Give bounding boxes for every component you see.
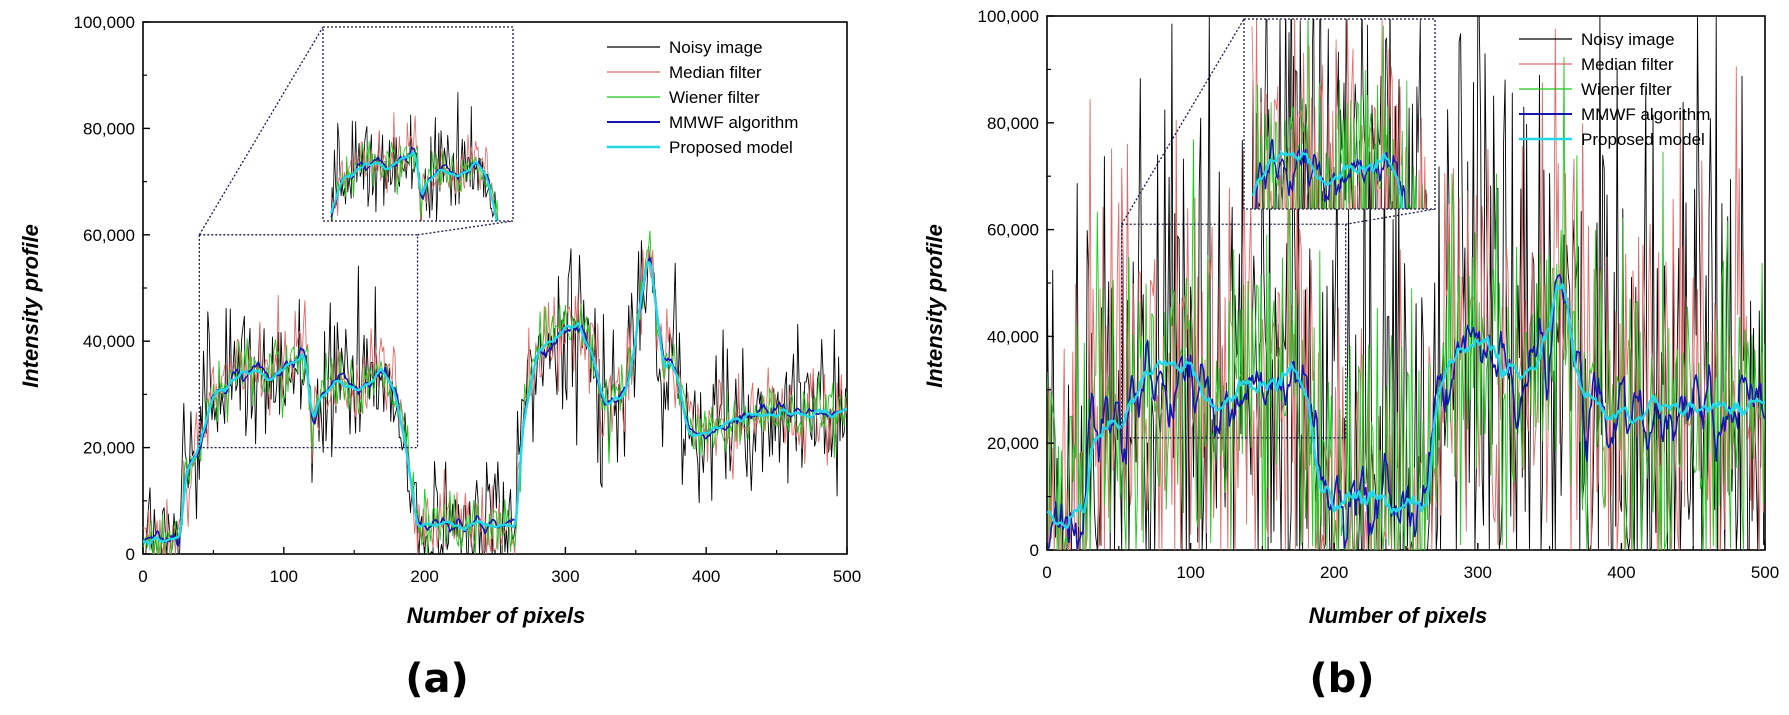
chart-panel-a: 0 100 200 300 400 500 0 20,000 40,000 60,000 80,00… — [18, 13, 861, 628]
series-line-median-filter — [1047, 28, 1765, 550]
x-tick-label: 200 — [1320, 563, 1348, 582]
x-tick-label: 400 — [1607, 563, 1635, 582]
x-tick-label: 100 — [270, 567, 298, 586]
y-tick-label: 20,000 — [987, 434, 1039, 453]
y-tick-label: 0 — [126, 545, 135, 564]
x-tick-label: 300 — [1464, 563, 1492, 582]
series-group — [143, 230, 847, 554]
series-line-proposed-model — [1047, 282, 1765, 530]
y-tick-label: 20,000 — [83, 439, 135, 458]
y-tick-label: 80,000 — [987, 114, 1039, 133]
legend-label: MMWF algorithm — [669, 113, 798, 132]
y-tick-label: 100,000 — [74, 13, 135, 32]
y-tick-label: 0 — [1030, 541, 1039, 560]
legend-label: Noisy image — [669, 38, 763, 57]
y-tick-label: 40,000 — [83, 332, 135, 351]
series-line-mmwf-algorithm — [1047, 274, 1765, 550]
y-tick-label: 80,000 — [83, 119, 135, 138]
series-line-wiener-filter — [1047, 56, 1765, 550]
legend-label: Median filter — [1581, 55, 1674, 74]
y-tick-label: 100,000 — [978, 7, 1039, 26]
legend-label: Noisy image — [1581, 30, 1675, 49]
y-tick-label: 60,000 — [987, 221, 1039, 240]
zoom-connector-right — [1345, 208, 1436, 225]
series-line-mmwf-algorithm — [143, 257, 847, 547]
x-tick-label: 100 — [1176, 563, 1204, 582]
legend-label: Wiener filter — [669, 88, 760, 107]
chart-panel-b: 0 100 200 300 400 500 0 20,000 40,000 60,000 80,00… — [922, 7, 1779, 628]
series-group — [1047, 16, 1765, 550]
zoom-connector-left — [198, 26, 324, 236]
y-axis-title: Intensity profile — [18, 224, 43, 388]
inset-line-proposed-model — [1251, 150, 1404, 209]
legend-label: Median filter — [669, 63, 762, 82]
zoom-region-box — [198, 234, 419, 449]
inset-series-group — [1251, 19, 1428, 209]
x-tick-label: 0 — [1042, 563, 1051, 582]
series-line-noisy-image — [1047, 16, 1765, 550]
zoom-connector-right — [417, 220, 514, 236]
x-tick-label: 500 — [1751, 563, 1779, 582]
panel-label-b: (b) — [1309, 656, 1374, 702]
legend-label: Proposed model — [1581, 130, 1705, 149]
zoom-region-box — [1121, 223, 1347, 439]
inset-border — [1243, 18, 1436, 210]
panel-label-a: (a) — [405, 656, 469, 702]
legend-label: Wiener filter — [1581, 80, 1672, 99]
y-tick-label: 60,000 — [83, 226, 135, 245]
inset-line-proposed-model — [329, 150, 498, 221]
y-tick-label: 40,000 — [987, 327, 1039, 346]
x-tick-label: 400 — [692, 567, 720, 586]
x-tick-label: 500 — [833, 567, 861, 586]
x-axis-title: Number of pixels — [1309, 603, 1487, 628]
legend-label: Proposed model — [669, 138, 793, 157]
legend-label: MMWF algorithm — [1581, 105, 1710, 124]
x-tick-label: 0 — [138, 567, 147, 586]
x-tick-label: 300 — [551, 567, 579, 586]
x-axis-title: Number of pixels — [407, 603, 585, 628]
y-axis-title: Intensity profile — [922, 224, 947, 388]
series-line-wiener-filter — [143, 230, 847, 554]
series-line-proposed-model — [143, 261, 847, 546]
inset-series-group — [329, 92, 499, 221]
inset-background — [323, 27, 513, 221]
x-tick-label: 200 — [410, 567, 438, 586]
